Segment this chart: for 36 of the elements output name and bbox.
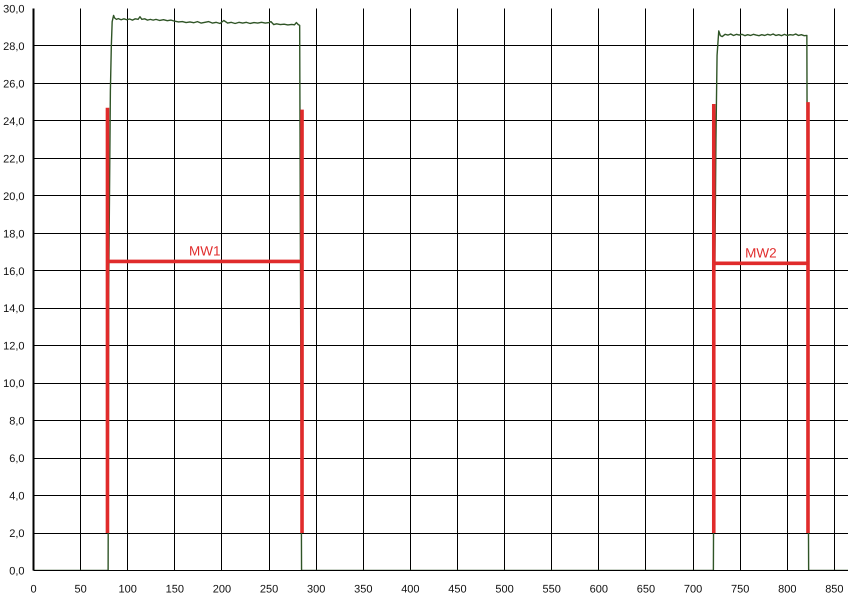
x-tick-label: 600 — [590, 584, 608, 595]
y-tick-label: 0,0 — [9, 566, 25, 578]
x-tick-label: 50 — [74, 584, 87, 595]
x-tick-label: 150 — [166, 584, 184, 595]
y-tick-label: 8,0 — [9, 416, 25, 428]
series-label: MW1 — [188, 243, 220, 258]
y-tick-label: 14,0 — [3, 303, 25, 316]
y-tick-label: 4,0 — [9, 490, 25, 503]
y-tick-label: 6,0 — [9, 453, 25, 466]
x-tick-label: 200 — [212, 584, 232, 595]
x-tick-label: 100 — [118, 584, 137, 595]
y-tick-label: 2,0 — [9, 528, 25, 540]
y-tick-label: 20,0 — [3, 190, 25, 203]
x-tick-label: 250 — [260, 584, 278, 595]
x-tick-label: 450 — [448, 584, 467, 595]
y-tick-label: 26,0 — [3, 78, 25, 90]
x-tick-label: 350 — [354, 584, 372, 595]
x-tick-label: 300 — [306, 584, 326, 595]
x-tick-label: 850 — [825, 584, 844, 595]
x-tick-label: 800 — [778, 584, 796, 595]
y-tick-label: 22,0 — [3, 153, 25, 166]
y-tick-label: 10,0 — [3, 378, 25, 390]
x-tick-label: 550 — [542, 584, 561, 595]
y-tick-label: 12,0 — [3, 340, 25, 353]
y-tick-label: 30,0 — [3, 4, 25, 16]
x-tick-label: 0 — [30, 584, 37, 595]
x-tick-label: 650 — [636, 584, 656, 595]
x-tick-label: 500 — [495, 584, 514, 595]
y-tick-label: 28,0 — [3, 40, 25, 53]
y-tick-label: 16,0 — [3, 266, 25, 278]
x-tick-label: 750 — [730, 584, 750, 595]
x-tick-label: 700 — [684, 584, 702, 595]
series-label: MW2 — [745, 245, 777, 260]
y-tick-label: 18,0 — [3, 228, 25, 240]
y-tick-label: 24,0 — [3, 116, 25, 128]
x-tick-label: 400 — [401, 584, 420, 595]
